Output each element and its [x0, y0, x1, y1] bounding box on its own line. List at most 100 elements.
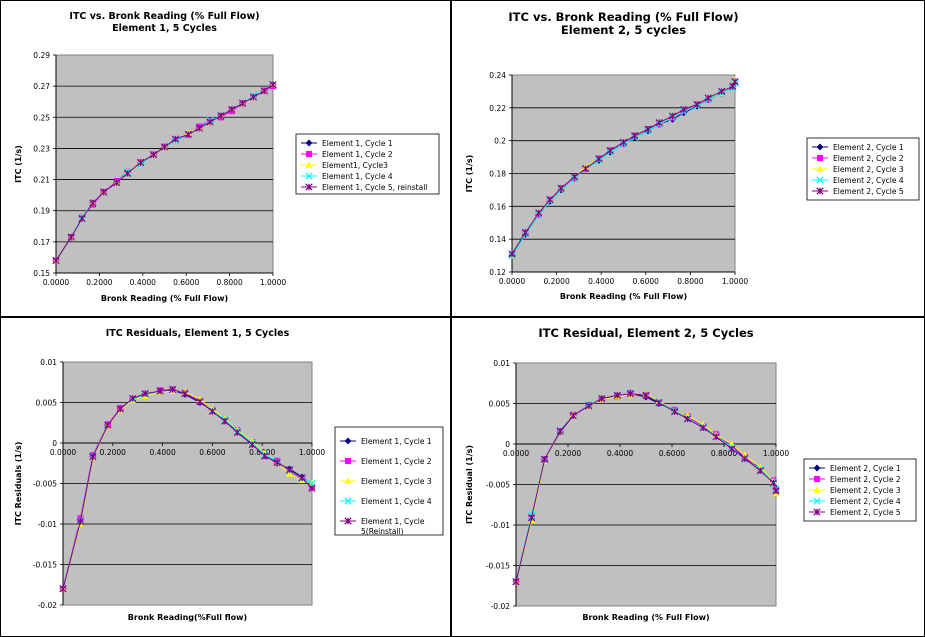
data-point	[248, 440, 256, 449]
x-tick-label: 1.0000	[763, 449, 789, 458]
data-point	[59, 585, 67, 593]
y-tick-label: 0.2	[494, 137, 506, 146]
data-point	[196, 398, 204, 406]
legend-item: Element 1, Cycle 1	[301, 139, 393, 148]
data-point	[717, 87, 726, 96]
data-point	[269, 80, 277, 89]
x-tick-label: 0.4000	[149, 448, 175, 457]
data-point	[221, 417, 229, 425]
y-tick-label: 0.16	[489, 202, 506, 211]
data-point	[116, 405, 124, 413]
y-tick-label: 0.005	[36, 399, 58, 408]
x-tick-label: 0.8000	[677, 277, 703, 286]
y-tick-label: -0.005	[486, 481, 510, 490]
data-point	[644, 125, 652, 133]
y-tick-label: 0.25	[33, 113, 50, 122]
data-point	[260, 87, 268, 95]
data-point	[585, 402, 593, 410]
data-point	[769, 479, 778, 487]
data-point	[305, 161, 313, 168]
legend-item: Element 1, Cycle 4	[301, 172, 393, 181]
legend-item: Element 2, Cycle 3	[809, 486, 901, 495]
x-tick-label: 0.6000	[633, 277, 659, 286]
data-point	[521, 228, 530, 237]
data-point	[741, 454, 749, 463]
legend-label: Element 1, Cycle 3	[361, 477, 432, 486]
x-tick-label: 0.8000	[216, 278, 242, 287]
y-tick-label: 0.14	[489, 235, 506, 244]
x-tick-label: 0.6000	[199, 448, 225, 457]
chart-subtitle: Element 1, 5 Cycles	[112, 23, 217, 34]
data-point	[813, 475, 821, 483]
x-tick-label: 0.4000	[130, 278, 156, 287]
data-point	[540, 455, 549, 464]
data-point	[712, 433, 720, 441]
legend-label: Element 2, Cycle 3	[830, 486, 901, 495]
legend-label: Element 1, Cycle 2	[322, 150, 393, 159]
legend-label: Element 1, Cycle 2	[361, 457, 432, 466]
chart-title: ITC vs. Bronk Reading (% Full Flow)	[508, 10, 738, 24]
data-point	[680, 105, 688, 114]
x-axis-label: Bronk Reading(%Full flow)	[128, 613, 247, 622]
data-point	[813, 486, 821, 493]
legend-item: Element 2, Cycle 4	[809, 497, 901, 506]
data-point	[308, 484, 316, 492]
x-tick-label: 0.6000	[173, 278, 199, 287]
chart-title: ITC Residual, Element 2, 5 Cycles	[538, 326, 753, 340]
data-point	[606, 146, 614, 155]
data-point	[655, 399, 663, 407]
data-point	[683, 415, 692, 423]
legend-label: Element 1, Cycle 1	[322, 139, 393, 148]
data-point	[613, 391, 622, 400]
legend-item: Element 1, Cycle 5(Reinstall)	[340, 517, 425, 536]
data-point	[305, 139, 313, 147]
y-tick-label: 0.27	[33, 82, 50, 91]
data-point	[171, 135, 179, 143]
legend-label: Element 2, Cycle 2	[833, 154, 904, 163]
y-tick-label: -0.015	[486, 562, 510, 571]
data-point	[160, 143, 169, 151]
x-axis-label: Bronk Reading (% Full Flow)	[560, 292, 687, 301]
data-point	[693, 100, 701, 109]
data-point	[156, 387, 164, 395]
data-point	[670, 407, 679, 416]
x-tick-label: 1.0000	[260, 278, 286, 287]
legend-item: Element 2, Cycle 2	[812, 154, 904, 163]
y-axis-label: ITC (1/s)	[465, 155, 474, 193]
legend-item: Element 1, Cycle 2	[340, 457, 432, 466]
legend-label: Element1, Cycle3	[322, 161, 388, 170]
data-point	[816, 187, 824, 195]
data-point	[557, 184, 565, 192]
legend-item: Element 1, Cycle 3	[340, 477, 432, 486]
series-5	[52, 80, 277, 265]
data-point	[626, 390, 635, 398]
x-tick-label: 0.2000	[100, 448, 126, 457]
data-point	[344, 497, 352, 505]
data-point	[642, 391, 650, 400]
data-point	[305, 150, 313, 158]
legend-label: Element 2, Cycle 5	[830, 508, 901, 517]
data-point	[206, 118, 214, 126]
y-tick-label: -0.01	[38, 520, 58, 529]
series-5	[512, 390, 780, 586]
legend-item: Element 1, Cycle 1	[340, 437, 432, 446]
legend-label: Element 1, Cycle 4	[361, 497, 432, 506]
data-point	[104, 421, 112, 429]
y-tick-label: 0.15	[33, 269, 50, 278]
data-point	[816, 143, 824, 151]
data-point	[150, 151, 158, 159]
chart-svg: ITC vs. Bronk Reading (% Full Flow) Eleme…	[465, 10, 920, 301]
x-tick-label: 0.4000	[607, 449, 633, 458]
data-point	[570, 173, 579, 181]
y-tick-label: -0.01	[491, 521, 511, 530]
y-tick-label: 0.19	[33, 207, 50, 216]
data-point	[273, 458, 281, 467]
data-point	[595, 155, 603, 163]
data-point	[569, 412, 577, 420]
legend-item: Element 1, Cycle 4	[340, 497, 432, 506]
x-tick-label: 1.0000	[722, 277, 748, 286]
x-tick-label: 0.2000	[543, 277, 569, 286]
data-point	[344, 517, 352, 525]
y-tick-label: 0.29	[33, 51, 50, 60]
data-point	[344, 477, 352, 484]
